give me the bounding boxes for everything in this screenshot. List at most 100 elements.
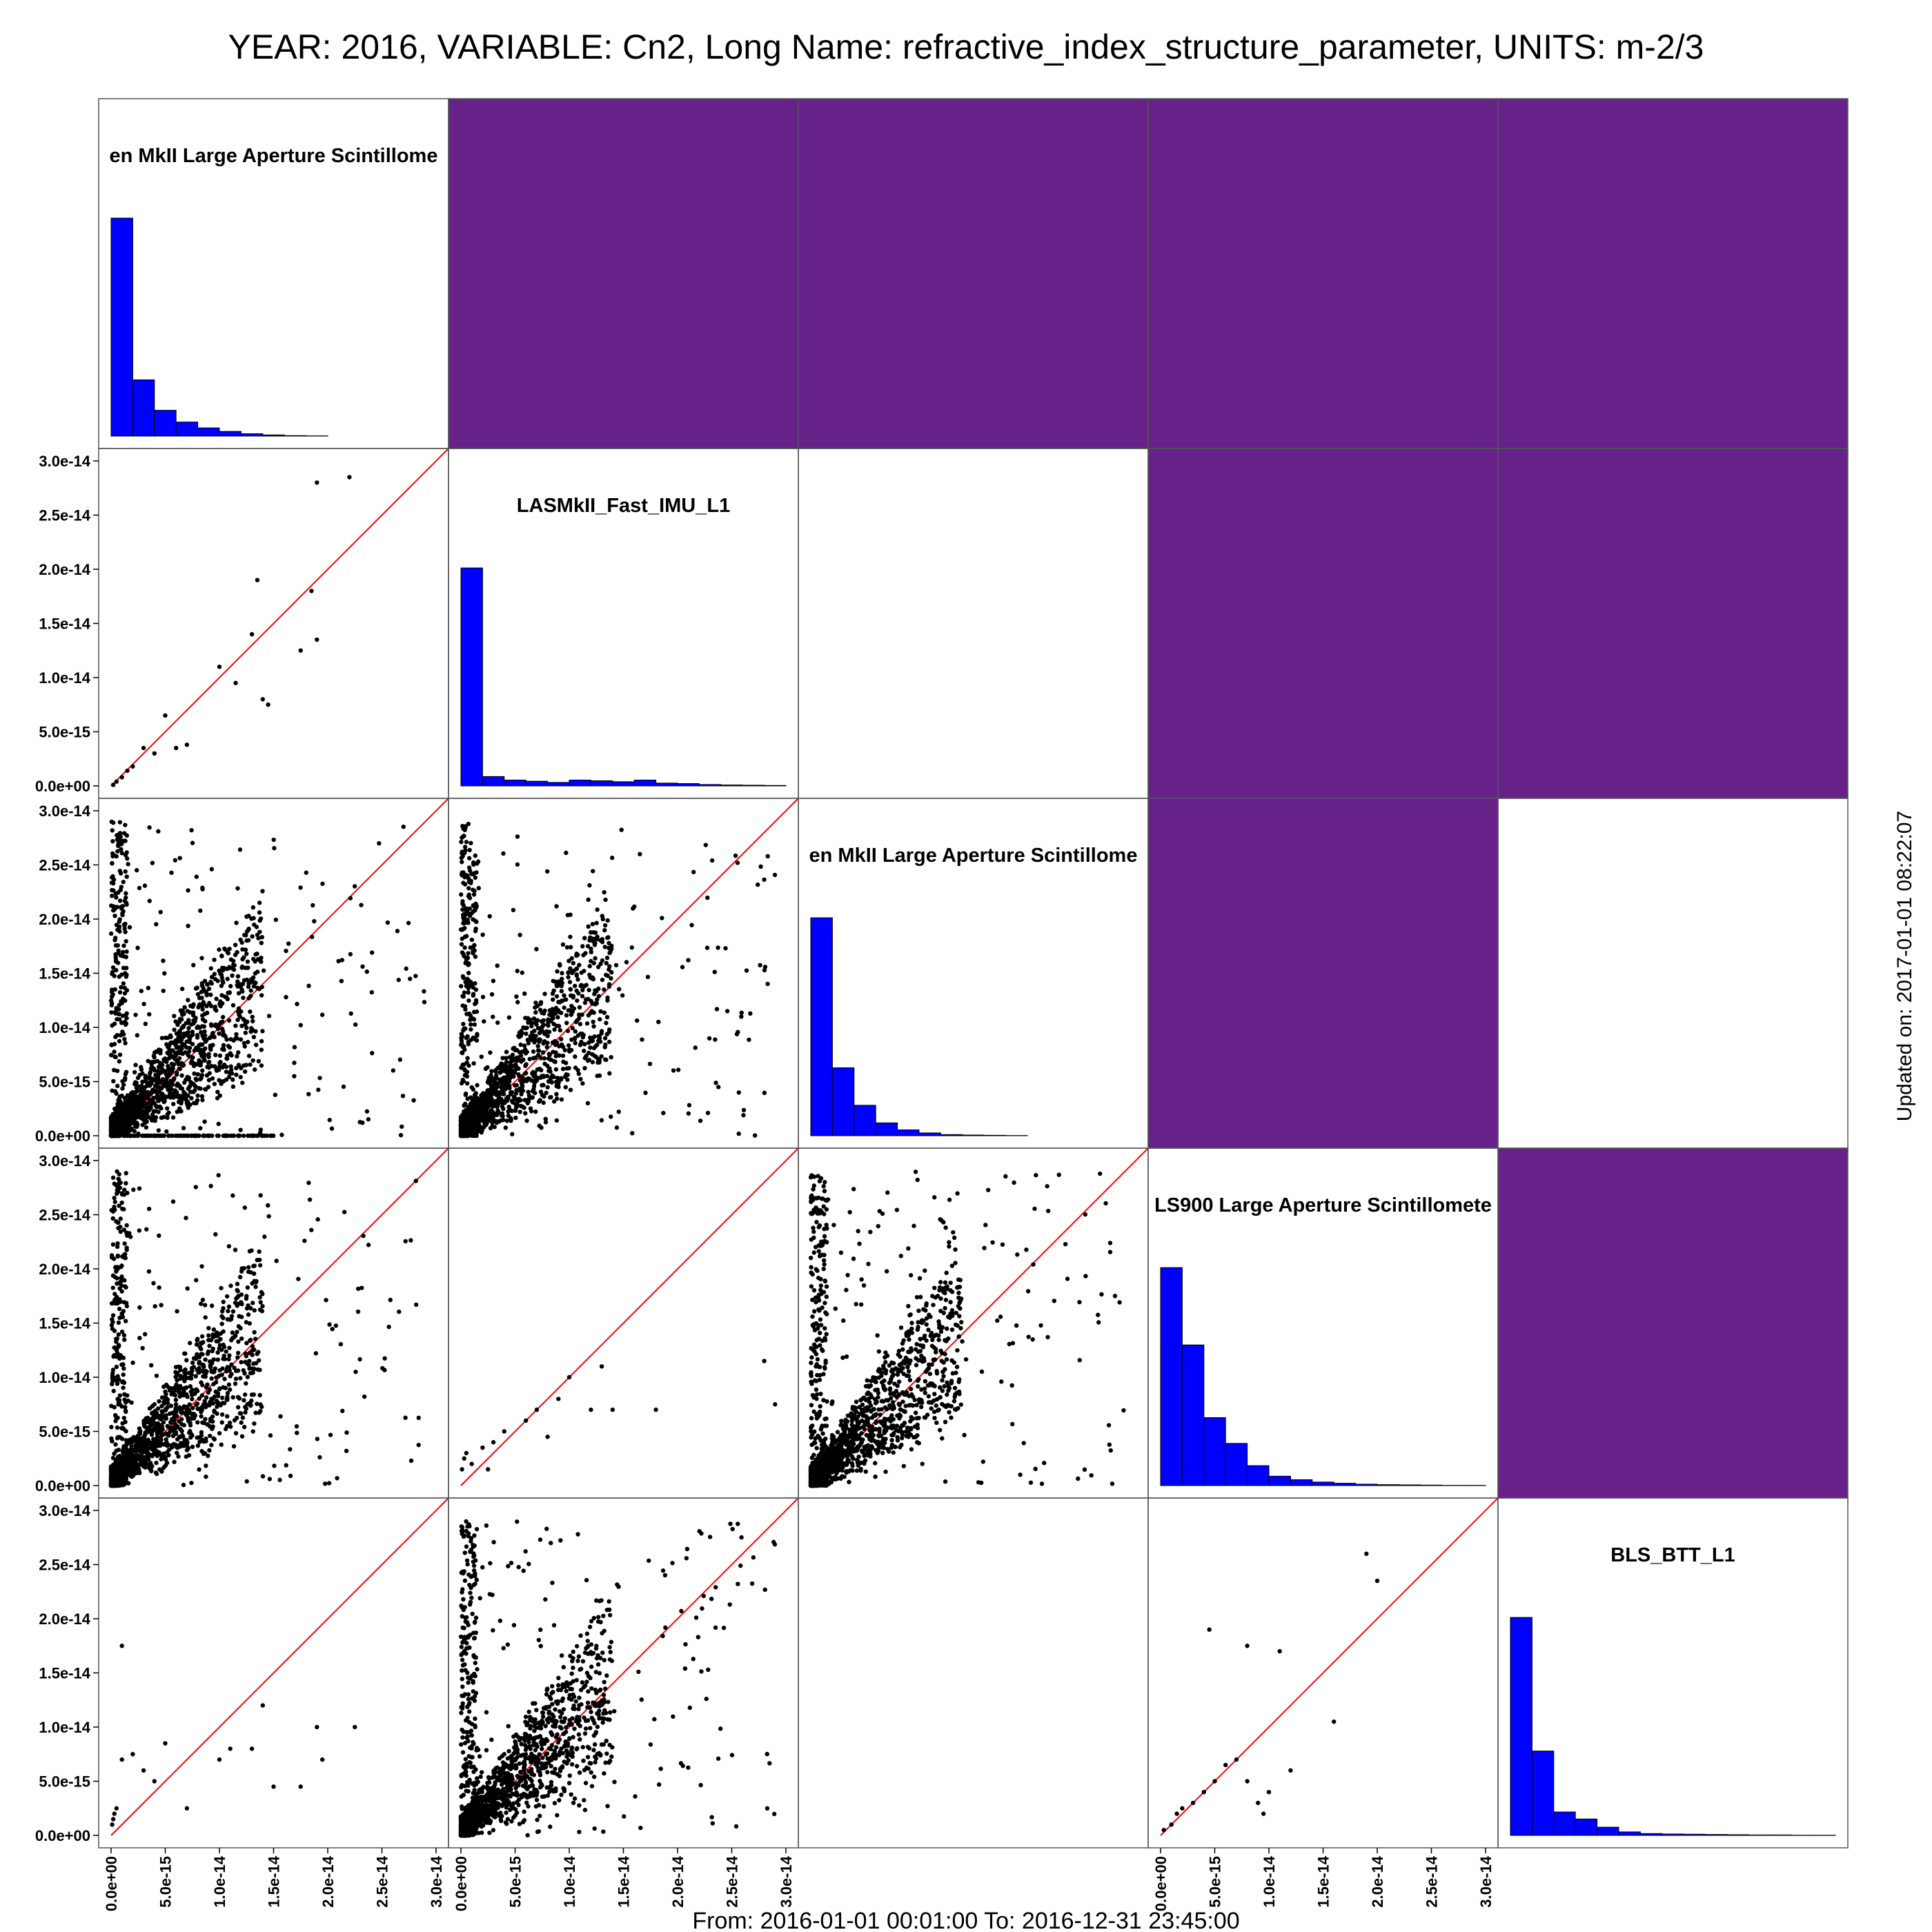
scatter-point: [244, 952, 249, 956]
scatter-point: [605, 918, 610, 923]
scatter-point: [490, 1109, 495, 1114]
scatter-point: [143, 1079, 148, 1084]
scatter-point: [560, 976, 564, 981]
scatter-point: [243, 1022, 248, 1027]
scatter-point: [604, 1014, 610, 1020]
scatter-point: [600, 916, 606, 922]
scatter-point: [181, 1351, 187, 1356]
scatter-point: [589, 976, 594, 981]
scatter-point: [246, 1269, 251, 1274]
scatter-point: [578, 1043, 583, 1047]
scatter-point: [741, 1107, 747, 1113]
scatter-point: [551, 1021, 556, 1027]
scatter-point: [467, 896, 473, 900]
scatter-point: [573, 1036, 578, 1041]
scatter-point: [199, 1024, 205, 1029]
scatter-point: [466, 990, 471, 995]
scatter-point: [613, 963, 619, 967]
scatter-point: [186, 888, 190, 893]
scatter-point: [119, 985, 124, 990]
scatter-point: [522, 991, 527, 996]
scatter-point: [238, 1325, 243, 1331]
scatter-point: [194, 1342, 199, 1347]
scatter-point: [509, 1118, 513, 1123]
scatter-point: [160, 1133, 165, 1138]
scatter-point: [462, 945, 467, 950]
scatter-point: [396, 977, 401, 983]
scatter-point: [110, 1125, 115, 1130]
scatter-point: [604, 960, 609, 966]
scatter-point: [110, 874, 115, 879]
scatter-point: [237, 1274, 243, 1280]
scatter-point: [597, 1036, 602, 1041]
scatter-point: [245, 1374, 250, 1379]
scatter-point: [541, 1100, 546, 1105]
scatter-point: [217, 1031, 221, 1036]
scatter-point: [638, 851, 642, 857]
scatter-point: [660, 916, 664, 920]
scatter-point: [546, 1023, 551, 1028]
scatter-point: [199, 1430, 204, 1435]
scatter-point: [576, 991, 581, 996]
scatter-point: [177, 1056, 182, 1061]
scatter-point: [123, 1022, 128, 1027]
scatter-point: [225, 976, 230, 981]
scatter-point: [248, 1062, 253, 1067]
histogram-bar: [460, 567, 483, 787]
scatter-point: [755, 882, 760, 887]
scatter-point: [468, 1095, 473, 1100]
scatter-point: [157, 1399, 161, 1404]
scatter-point: [177, 1036, 183, 1041]
scatter-point: [339, 978, 344, 983]
scatter-point: [191, 963, 196, 967]
scatter-point: [541, 1073, 546, 1078]
scatter-point: [580, 1081, 585, 1086]
scatter-point: [483, 1095, 488, 1100]
scatter-point: [292, 1061, 297, 1065]
scatter-point: [261, 968, 266, 973]
scatter-point: [163, 1069, 168, 1074]
scatter-point: [146, 1058, 150, 1063]
scatter-point: [466, 1011, 472, 1016]
scatter-point: [609, 1114, 613, 1119]
scatter-point: [468, 1022, 473, 1027]
scatter-point: [400, 1094, 406, 1098]
scatter-point: [128, 1133, 133, 1138]
scatter-point: [249, 1026, 254, 1031]
scatter-point: [246, 984, 251, 989]
scatter-point: [242, 1069, 248, 1074]
scatter-point: [607, 1027, 612, 1032]
scatter-point: [566, 970, 571, 976]
scatter-point: [253, 1337, 258, 1341]
scatter-point: [495, 1081, 500, 1086]
scatter-point: [580, 944, 585, 949]
scatter-point: [564, 1021, 569, 1025]
scatter-point: [752, 1133, 758, 1138]
scatter-point: [201, 988, 206, 993]
scatter-point: [472, 1001, 477, 1007]
scatter-point: [260, 1029, 265, 1034]
scatter-point: [206, 1061, 211, 1065]
scatter-point: [591, 869, 595, 874]
scatter-point: [515, 1000, 520, 1005]
scatter-point: [163, 1463, 168, 1468]
scatter-point: [244, 1381, 248, 1386]
scatter-point: [164, 1129, 169, 1134]
scatter-point: [535, 1018, 540, 1023]
scatter-point: [124, 902, 129, 907]
scatter-point: [460, 994, 465, 998]
scatter-point: [502, 1101, 507, 1105]
scatter-point: [174, 1382, 179, 1387]
panel-2-4: [1497, 798, 1849, 1149]
upper-panel-fill: [1148, 448, 1498, 798]
scatter-point: [226, 951, 231, 956]
scatter-point: [535, 1043, 540, 1049]
scatter-point: [491, 978, 496, 983]
scatter-point: [187, 1085, 192, 1090]
scatter-point: [217, 1078, 221, 1083]
scatter-point: [246, 938, 251, 943]
scatter-point: [226, 1304, 232, 1309]
scatter-point: [179, 1009, 184, 1014]
scatter-point: [310, 903, 315, 908]
histogram-bar: [742, 785, 765, 787]
